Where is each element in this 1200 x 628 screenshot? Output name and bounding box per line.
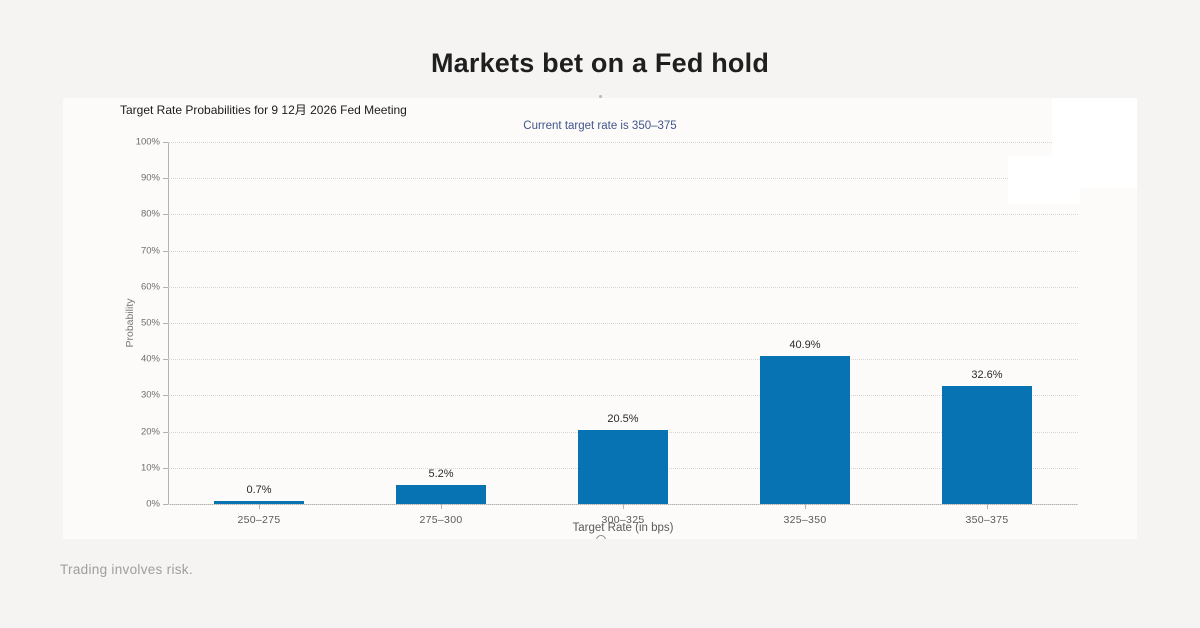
y-tick [163, 286, 168, 288]
y-tick [163, 359, 168, 361]
gridline [168, 142, 1078, 143]
bar-value-label: 32.6% [971, 368, 1003, 381]
y-tick-label: 0% [146, 498, 160, 510]
x-tick [259, 504, 260, 509]
chart-bar [578, 429, 668, 504]
y-tick [163, 504, 168, 505]
y-tick [163, 214, 168, 216]
gridline [168, 286, 1078, 288]
y-tick [163, 431, 168, 433]
chart-bar [760, 355, 850, 504]
bar-value-label: 5.2% [428, 468, 454, 481]
x-tick-label: 350–375 [965, 514, 1009, 526]
y-tick [163, 178, 168, 180]
x-tick [987, 504, 988, 509]
gridline [168, 395, 1078, 397]
clipped-circle-artifact [596, 535, 606, 539]
x-tick [441, 504, 442, 509]
gridline [168, 178, 1078, 180]
y-tick-label: 10% [140, 462, 160, 474]
y-tick-label: 20% [140, 426, 160, 438]
x-axis-title: Target Rate (in bps) [572, 522, 674, 534]
page-title: Markets bet on a Fed hold [430, 48, 770, 78]
y-tick-label: 40% [140, 353, 160, 365]
y-tick-label: 30% [140, 389, 160, 401]
x-tick [623, 504, 624, 509]
y-tick-label: 60% [140, 281, 160, 293]
watermark-cover [1052, 98, 1137, 188]
plot-area: 0% 10% 20% 30% 40% 50% 60% 70% 80% 90% 100% 0.7% 250… [136, 137, 1078, 526]
x-tick-label: 300–325 [601, 514, 645, 526]
bar-value-label: 40.9% [789, 338, 821, 351]
gridline [168, 214, 1078, 216]
chart-bar [942, 385, 1032, 504]
bar-value-label: 0.7% [246, 484, 272, 497]
x-tick-label: 250–275 [237, 514, 281, 526]
gridline [168, 359, 1078, 361]
y-tick-label: 80% [140, 208, 160, 220]
chart-subtitle: Current target rate is 350–375 [523, 120, 677, 132]
y-tick [163, 395, 168, 397]
y-tick-label: 100% [135, 136, 160, 148]
footer-disclaimer: Trading involves risk. [60, 562, 193, 577]
x-tick [805, 504, 806, 509]
y-tick [163, 323, 168, 324]
y-tick [163, 142, 168, 143]
y-tick [163, 467, 168, 469]
y-tick-label: 70% [140, 245, 160, 257]
gridline [168, 323, 1078, 324]
y-tick-label: 50% [140, 317, 160, 329]
chart-panel: Target Rate Probabilities for 9 12月 2026… [63, 98, 1137, 539]
y-tick-label: 90% [140, 172, 160, 184]
chart-bar [214, 501, 304, 504]
y-tick [163, 250, 168, 252]
bar-value-label: 20.5% [607, 412, 639, 425]
x-tick-label: 275–300 [419, 514, 463, 526]
gridline [168, 250, 1078, 252]
chart-title: Target Rate Probabilities for 9 12月 2026… [120, 103, 407, 117]
x-tick-label: 325–350 [783, 514, 827, 526]
artifact-dot [599, 95, 602, 98]
chart-bar [396, 485, 486, 504]
